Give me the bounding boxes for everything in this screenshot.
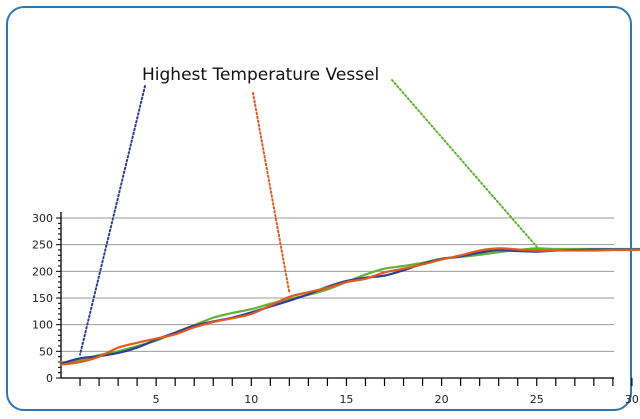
y-tick-label-200: 200 <box>32 265 53 278</box>
series-line-2 <box>59 247 640 364</box>
x-tick-label-20: 20 <box>435 393 449 406</box>
y-tick-label-0: 0 <box>46 372 53 385</box>
y-tick-label-250: 250 <box>32 239 53 252</box>
y-tick-label-150: 150 <box>32 292 53 305</box>
chart-frame <box>6 6 632 411</box>
x-tick-label-30: 30 <box>625 393 639 406</box>
series-line-1 <box>59 247 640 366</box>
x-tick-label-25: 25 <box>530 393 544 406</box>
series-line-0 <box>59 248 640 365</box>
y-tick-label-300: 300 <box>32 212 53 225</box>
y-tick-label-100: 100 <box>32 319 53 332</box>
x-tick-label-5: 5 <box>153 393 160 406</box>
x-tick-label-15: 15 <box>339 393 353 406</box>
y-tick-label-50: 50 <box>39 345 53 358</box>
axes: 0 50 100 150 200 250 300 5 10 15 20 25 30 <box>32 212 639 406</box>
annotation: Highest Temperature Vessel <box>79 65 538 356</box>
series-lines <box>59 247 640 366</box>
annotation-leader-1 <box>252 92 291 294</box>
annotation-leader-0 <box>79 85 146 356</box>
annotation-label: Highest Temperature Vessel <box>142 65 379 85</box>
x-tick-label-10: 10 <box>244 393 258 406</box>
grid-lines <box>61 217 614 352</box>
annotation-leader-2 <box>391 79 538 248</box>
